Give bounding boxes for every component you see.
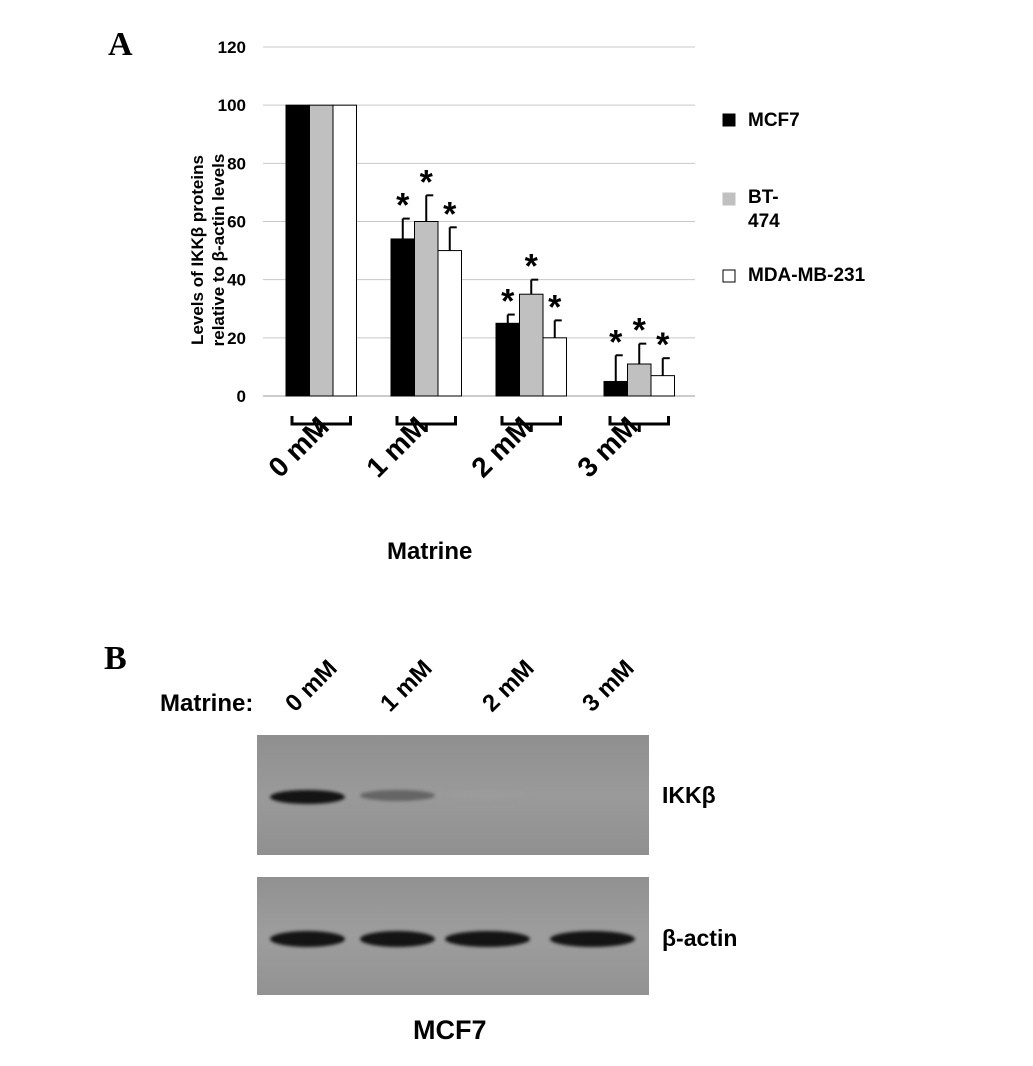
actin-blot: [257, 877, 649, 995]
significance-marker: *: [525, 248, 539, 286]
ikkb-blot: [257, 735, 649, 855]
y-axis-label-line1: Levels of IKKβ proteins: [188, 155, 207, 345]
bar: [627, 363, 652, 397]
y-tick-label: 0: [237, 387, 246, 406]
bar: [390, 238, 415, 397]
significance-marker: *: [548, 288, 562, 326]
ikkb-band: [445, 790, 530, 799]
y-tick-label: 120: [218, 38, 246, 57]
bar: [650, 375, 675, 397]
bar: [495, 322, 520, 397]
actin-band: [360, 931, 435, 947]
x-axis-label: Matrine: [387, 538, 473, 565]
bar: [309, 104, 334, 397]
legend-swatch: [722, 269, 736, 283]
legend-label-bt474: BT-474: [748, 187, 780, 232]
actin-band: [550, 931, 635, 947]
ikkb-band: [270, 790, 345, 804]
significance-marker: *: [656, 326, 670, 364]
legend-swatch: [722, 192, 736, 206]
lane-label: 1 mM: [375, 654, 438, 718]
y-tick-label: 60: [227, 213, 246, 232]
bar: [603, 380, 628, 397]
actin-band: [445, 931, 530, 947]
panel-a-letter: A: [108, 26, 133, 63]
lane-label: 3 mM: [577, 654, 640, 718]
y-tick-label: 80: [227, 154, 246, 173]
lane-label: 2 mM: [477, 654, 540, 718]
panel-b-letter: B: [104, 640, 127, 677]
legend-label-mcf7: MCF7: [748, 110, 800, 131]
significance-marker: *: [443, 195, 457, 233]
actin-blot-label: β-actin: [662, 925, 738, 951]
y-tick-label: 100: [218, 96, 246, 115]
significance-marker: *: [609, 323, 623, 361]
actin-band: [270, 931, 345, 947]
bar: [332, 104, 357, 397]
y-tick-label: 40: [227, 271, 246, 290]
y-tick-label: 20: [227, 329, 246, 348]
bar: [414, 221, 439, 397]
y-axis-label-line2: relative to β-actin levels: [209, 153, 228, 347]
bar: [542, 337, 567, 397]
significance-marker: *: [396, 187, 410, 225]
lane-label: 0 mM: [280, 654, 343, 718]
bar: [285, 104, 310, 397]
significance-marker: *: [501, 283, 515, 321]
legend-label-mdamb231: MDA-MB-231: [748, 265, 866, 286]
matrine-row-label: Matrine:: [160, 690, 254, 717]
ikkb-blot-label: IKKβ: [662, 782, 716, 808]
legend-swatch: [722, 113, 736, 127]
bar: [519, 293, 544, 397]
significance-marker: *: [633, 312, 647, 350]
bar: [437, 250, 462, 397]
significance-marker: *: [420, 163, 434, 201]
ikkb-band: [360, 790, 435, 801]
cell-line-label: MCF7: [413, 1015, 487, 1045]
